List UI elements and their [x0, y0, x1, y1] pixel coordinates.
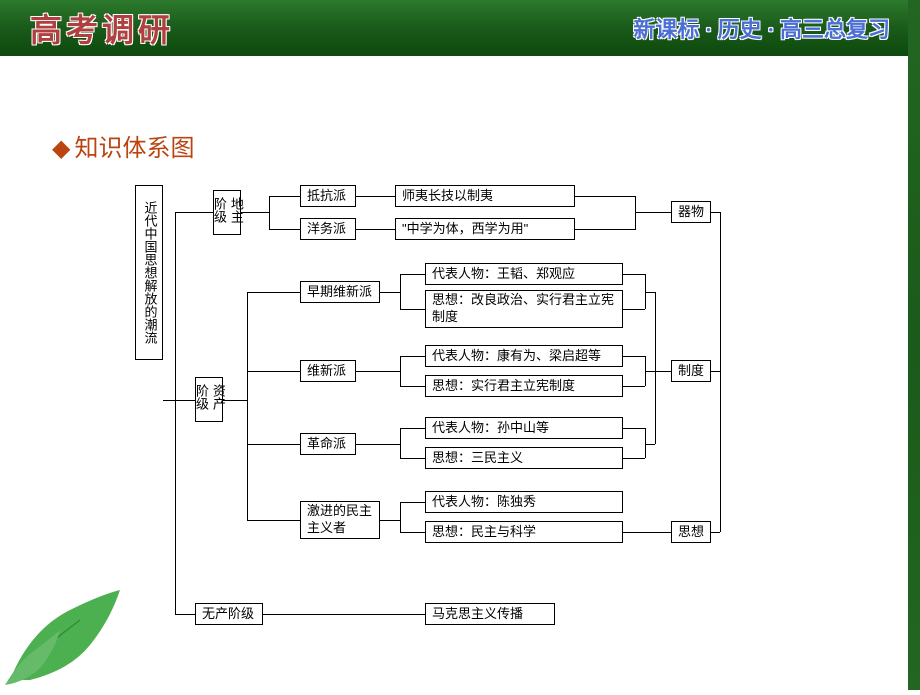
connector	[400, 458, 425, 459]
connector	[163, 400, 175, 401]
connector	[247, 444, 300, 445]
connector	[223, 400, 247, 401]
detail-early-reform-idea: 思想：改良政治、实行君主立宪制度	[425, 290, 623, 328]
connector	[175, 212, 213, 213]
connector	[623, 274, 645, 275]
detail-reform-rep: 代表人物：康有为、梁启超等	[425, 345, 623, 367]
header-title-left: 高考调研	[30, 5, 174, 51]
diamond-icon: ◆	[52, 136, 70, 162]
section-title: ◆知识体系图	[52, 128, 194, 163]
class-bourgeois: 资产阶级	[195, 377, 223, 422]
connector	[175, 400, 195, 401]
connector	[269, 196, 300, 197]
connector	[241, 212, 269, 213]
detail-early-reform-rep: 代表人物：王韬、郑观应	[425, 263, 623, 285]
detail-radical-idea: 思想：民主与科学	[425, 521, 623, 543]
connector	[623, 386, 645, 387]
faction-reform: 维新派	[300, 360, 356, 382]
header-bar: 高考调研 新课标 · 历史 · 高三总复习	[0, 0, 920, 56]
connector	[575, 196, 635, 197]
connector	[645, 428, 646, 458]
level-institution: 制度	[671, 360, 711, 382]
connector	[263, 614, 425, 615]
connector	[175, 614, 195, 615]
connector	[720, 212, 721, 532]
root-node: 近代中国思想解放的潮流	[135, 185, 163, 360]
connector	[645, 371, 655, 372]
class-landlord: 地主阶级	[213, 190, 241, 235]
knowledge-tree-diagram: 近代中国思想解放的潮流 地主阶级 资产阶级 无产阶级 抵抗派 洋务派 早期维新派…	[135, 185, 885, 625]
section-title-text: 知识体系图	[74, 136, 194, 162]
detail-revolution-idea: 思想：三民主义	[425, 447, 623, 469]
faction-westernize: 洋务派	[300, 218, 356, 240]
connector	[711, 212, 720, 213]
detail-reform-idea: 思想：实行君主立宪制度	[425, 375, 623, 397]
detail-resist-idea: 师夷长技以制夷	[395, 185, 575, 207]
faction-resist: 抵抗派	[300, 185, 356, 207]
level-material: 器物	[671, 201, 711, 223]
connector	[269, 196, 270, 230]
connector	[400, 386, 425, 387]
connector	[400, 356, 401, 386]
connector	[623, 532, 671, 533]
connector	[380, 292, 400, 293]
connector	[655, 292, 656, 444]
connector	[711, 532, 720, 533]
connector	[635, 196, 636, 230]
detail-marxism: 马克思主义传播	[425, 603, 555, 625]
connector	[400, 502, 425, 503]
connector	[655, 371, 671, 372]
connector	[400, 428, 425, 429]
connector	[400, 356, 425, 357]
connector	[175, 212, 176, 614]
connector	[400, 532, 425, 533]
connector	[645, 292, 655, 293]
leaf-decoration	[0, 580, 140, 690]
connector	[247, 292, 300, 293]
detail-revolution-rep: 代表人物：孙中山等	[425, 417, 623, 439]
connector	[623, 458, 645, 459]
connector	[380, 520, 400, 521]
connector	[400, 274, 401, 309]
connector	[711, 371, 720, 372]
connector	[400, 428, 401, 458]
connector	[356, 196, 395, 197]
connector	[623, 428, 645, 429]
connector	[247, 292, 248, 520]
connector	[575, 229, 635, 230]
connector	[247, 520, 300, 521]
faction-early-reform: 早期维新派	[300, 281, 380, 303]
faction-revolution: 革命派	[300, 433, 356, 455]
connector	[400, 274, 425, 275]
connector	[400, 309, 425, 310]
connector	[356, 444, 400, 445]
connector	[635, 212, 671, 213]
level-thought: 思想	[671, 521, 711, 543]
connector	[356, 229, 395, 230]
side-accent-bar	[908, 0, 920, 690]
connector	[247, 371, 300, 372]
connector	[356, 371, 400, 372]
connector	[645, 444, 655, 445]
class-proletariat: 无产阶级	[195, 603, 263, 625]
faction-radical: 激进的民主主义者	[300, 501, 380, 539]
connector	[623, 309, 645, 310]
detail-westernize-idea: "中学为体，西学为用"	[395, 218, 575, 240]
connector	[623, 356, 645, 357]
header-title-right: 新课标 · 历史 · 高三总复习	[633, 12, 890, 44]
detail-radical-rep: 代表人物：陈独秀	[425, 491, 623, 513]
connector	[269, 229, 300, 230]
connector	[400, 502, 401, 532]
